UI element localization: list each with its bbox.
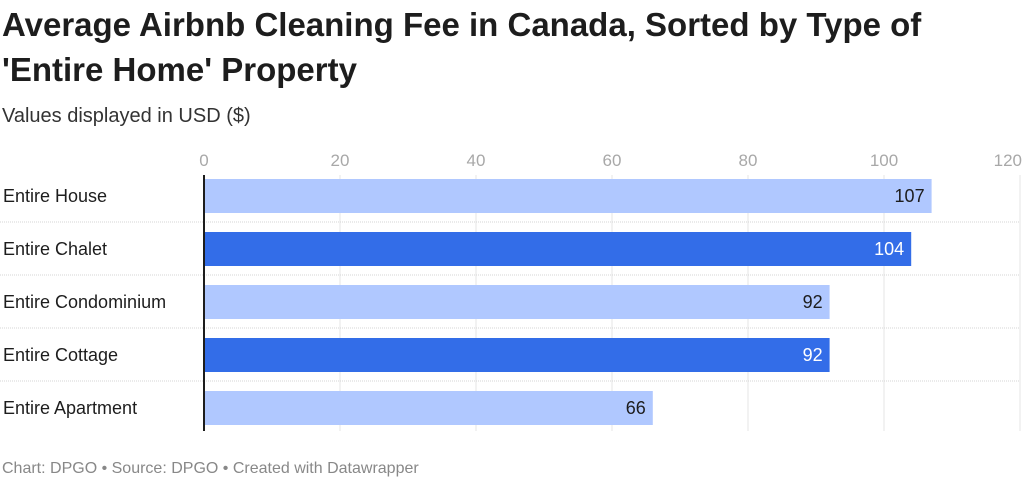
x-tick-label: 80 [739,151,758,170]
bar [204,285,830,319]
chart-title: Average Airbnb Cleaning Fee in Canada, S… [2,6,922,88]
category-label: Entire House [3,186,107,206]
data-label: 107 [895,186,925,206]
chart-footer: Chart: DPGO • Source: DPGO • Created wit… [2,460,419,477]
category-label: Entire Cottage [3,345,118,365]
bar [204,391,653,425]
bar [204,338,830,372]
bar [204,232,912,266]
x-tick-label: 100 [870,151,898,170]
data-label: 92 [803,292,823,312]
x-tick-label: 60 [603,151,622,170]
x-tick-label: 40 [467,151,486,170]
category-label: Entire Condominium [3,292,166,312]
data-label: 66 [626,398,646,418]
x-tick-label: 120 [994,151,1022,170]
bar [204,179,932,213]
data-label: 104 [874,239,904,259]
category-label: Entire Apartment [3,398,137,418]
x-tick-label: 20 [331,151,350,170]
data-label: 92 [803,345,823,365]
chart-subtitle: Values displayed in USD ($) [2,105,251,127]
category-label: Entire Chalet [3,239,107,259]
x-tick-label: 0 [199,151,208,170]
